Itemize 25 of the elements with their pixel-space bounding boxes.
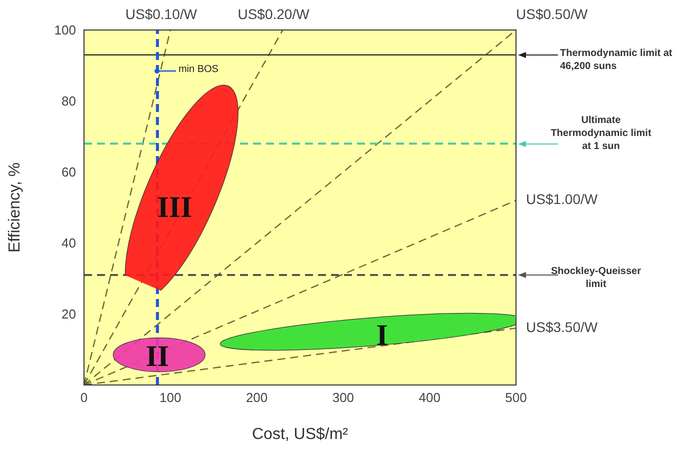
series-label: US$3.50/W xyxy=(526,319,598,336)
ref-line-label: Thermodynamic limit at 46,200 suns xyxy=(560,46,674,73)
ref-line-label: Shockley-Queisser limit xyxy=(550,264,642,291)
y-tick-label: 20 xyxy=(62,306,76,322)
series-label: US$1.00/W xyxy=(526,191,598,208)
annotation: I xyxy=(376,318,388,352)
ref-line-label: Ultimate Thermodynamic limit at 1 sun xyxy=(550,114,652,153)
y-tick-label: 40 xyxy=(62,236,76,251)
series-label: US$0.20/W xyxy=(238,6,310,22)
y-tick-label: 80 xyxy=(62,94,76,109)
x-tick-label: 500 xyxy=(505,390,527,406)
annotation: III xyxy=(157,191,192,224)
y-tick-label: 60 xyxy=(62,164,76,180)
x-tick-label: 100 xyxy=(160,390,182,406)
x-tick-label: 400 xyxy=(418,390,440,406)
y-axis-title: Efficiency, % xyxy=(6,162,24,253)
x-tick-label: 300 xyxy=(332,390,354,406)
y-tick-label: 100 xyxy=(54,22,76,38)
ref-line-label: min BOS xyxy=(178,64,218,75)
series-label: US$0.10/W xyxy=(125,6,197,22)
series-label: US$0.50/W xyxy=(516,6,588,22)
annotation: II xyxy=(146,340,170,374)
x-tick-label: 200 xyxy=(246,390,268,406)
x-axis-title: Cost, US$/m² xyxy=(252,426,349,443)
x-tick-label: 0 xyxy=(80,390,88,406)
